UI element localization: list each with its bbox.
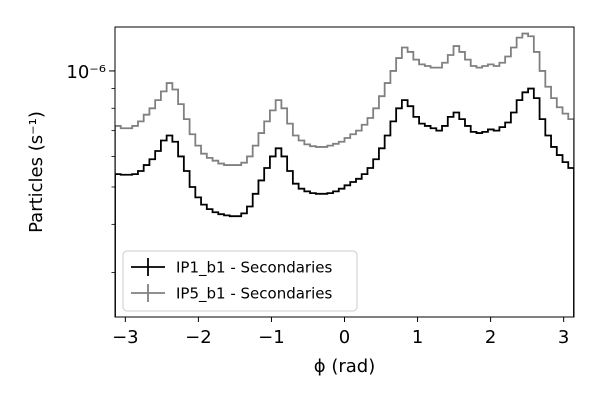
x-tick-label: −2 [185,327,212,348]
legend: IP1_b1 - Secondaries IP5_b1 - Secondaries [122,250,358,312]
legend-box [122,250,358,312]
x-tick-label: 2 [485,327,496,348]
legend-label: IP5_b1 - Secondaries [176,285,332,304]
x-tick-label: −1 [258,327,285,348]
x-tick-label: −3 [112,327,139,348]
y-axis-label: Particles (s⁻¹) [26,111,47,233]
series-layer [115,32,574,317]
legend-label: IP1_b1 - Secondaries [176,259,332,278]
y-tick-label: 10⁻⁶ [66,62,106,83]
x-axis-label: ϕ (rad) [314,356,376,377]
axes: −3 −2 −1 0 1 2 3 10⁻⁶ ϕ (rad) Particles (s⁻¹) [26,26,575,377]
series-line-1 [115,87,574,317]
x-tick-label: 1 [412,327,423,348]
x-tick-label: 0 [339,327,350,348]
x-tick-label: 3 [558,327,569,348]
series-line-2 [115,32,574,317]
